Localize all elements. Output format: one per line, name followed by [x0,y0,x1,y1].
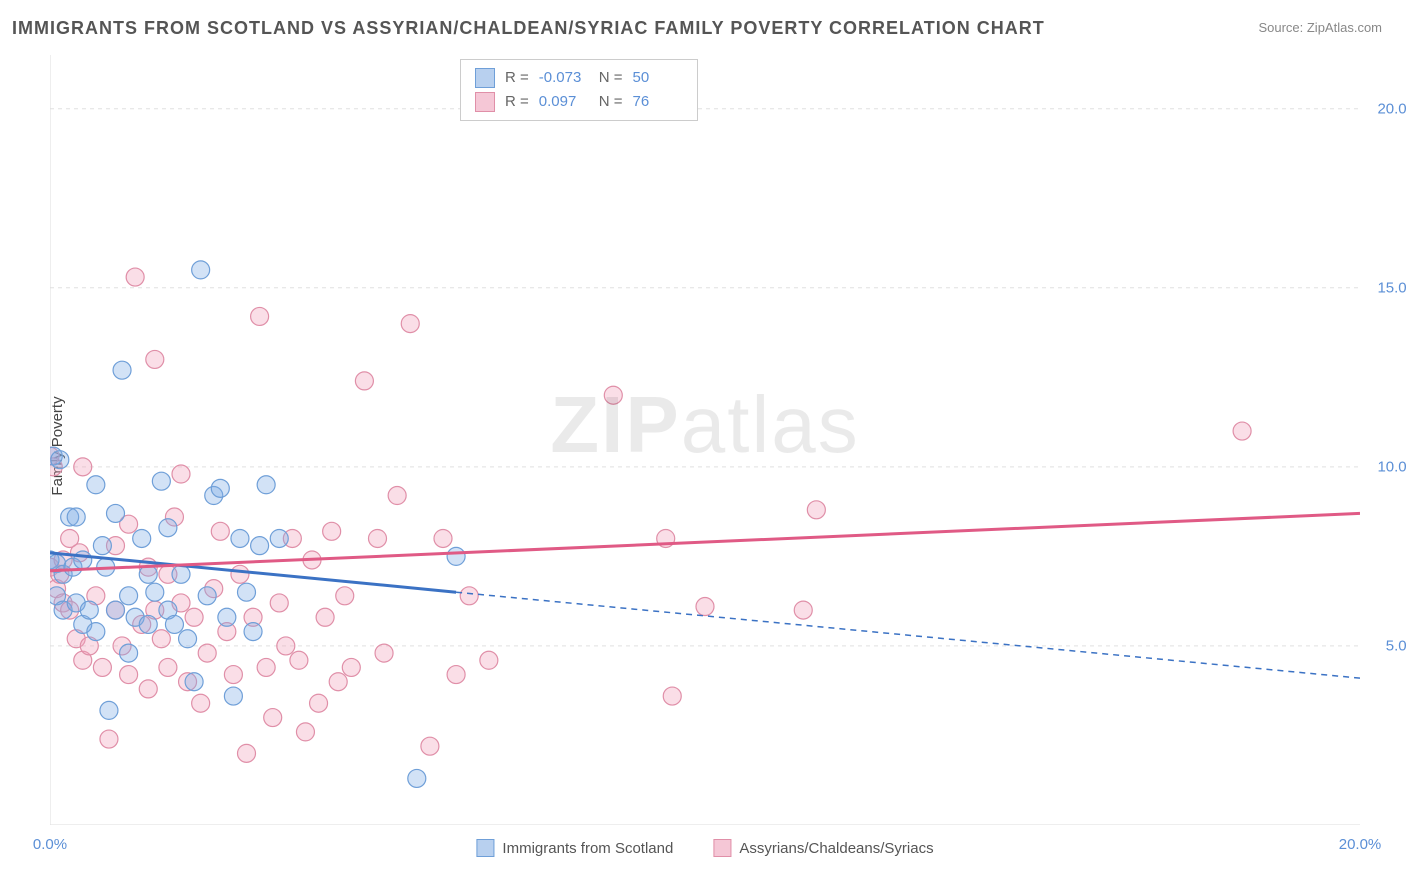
x-tick-label: 0.0% [33,836,67,853]
n-value: 50 [633,66,683,90]
swatch-icon [475,92,495,112]
chart-area: ZIPatlas R = -0.073 N = 50 R = 0.097 N =… [50,55,1360,825]
y-tick-label: 5.0% [1386,637,1406,654]
source-attribution: Source: ZipAtlas.com [1258,20,1382,35]
legend-label: Immigrants from Scotland [502,840,673,857]
y-tick-label: 20.0% [1377,100,1406,117]
n-label: N = [599,90,623,114]
swatch-icon [475,68,495,88]
n-label: N = [599,66,623,90]
y-tick-label: 10.0% [1377,458,1406,475]
legend-item-series1: Immigrants from Scotland [476,839,673,857]
r-value: 0.097 [539,90,589,114]
series-legend: Immigrants from Scotland Assyrians/Chald… [476,839,933,857]
n-value: 76 [633,90,683,114]
r-label: R = [505,66,529,90]
legend-row-series2: R = 0.097 N = 76 [475,90,683,114]
legend-row-series1: R = -0.073 N = 50 [475,66,683,90]
x-tick-label: 20.0% [1339,836,1382,853]
swatch-icon [476,839,494,857]
legend-label: Assyrians/Chaldeans/Syriacs [739,840,933,857]
scatter-plot [50,55,1360,825]
y-tick-label: 15.0% [1377,279,1406,296]
r-value: -0.073 [539,66,589,90]
chart-title: IMMIGRANTS FROM SCOTLAND VS ASSYRIAN/CHA… [12,18,1045,39]
legend-item-series2: Assyrians/Chaldeans/Syriacs [713,839,933,857]
correlation-legend: R = -0.073 N = 50 R = 0.097 N = 76 [460,59,698,121]
r-label: R = [505,90,529,114]
swatch-icon [713,839,731,857]
